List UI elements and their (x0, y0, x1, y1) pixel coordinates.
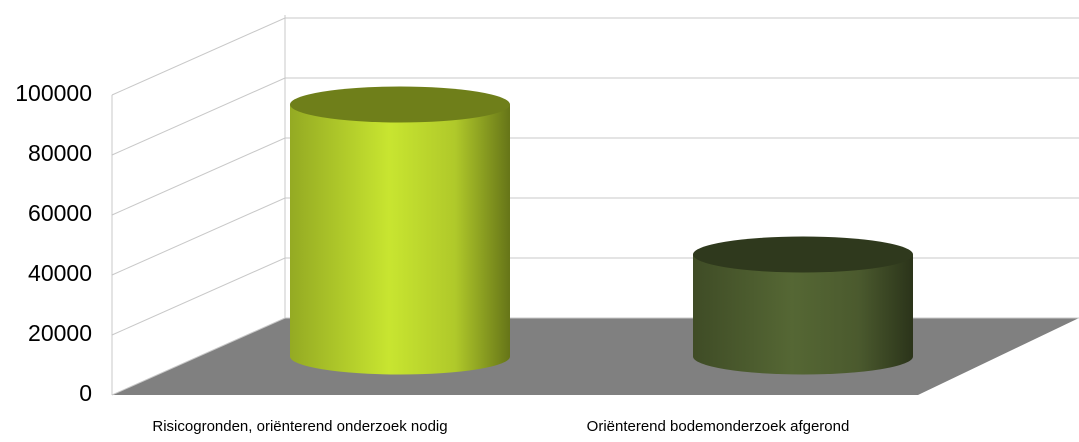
y-tick-label: 100000 (15, 80, 92, 106)
cylinder (290, 104, 510, 375)
grid-line (111, 197, 1079, 276)
cylinder-top (693, 236, 913, 273)
y-tick-label: 0 (79, 380, 92, 406)
cylinder-top (290, 86, 510, 123)
y-tick-label: 60000 (28, 200, 92, 226)
cylinder (693, 254, 913, 375)
y-tick-label: 80000 (28, 140, 92, 166)
x-tick-label: Oriënterend bodemonderzoek afgerond (587, 418, 850, 435)
grid-line (111, 17, 1079, 96)
grid-line (111, 77, 1079, 156)
x-tick-label: Risicogronden, oriënterend onderzoek nod… (152, 418, 447, 435)
grid-line (111, 137, 1079, 216)
floor (112, 318, 1079, 395)
y-tick-label: 20000 (28, 320, 92, 346)
y-tick-label: 40000 (28, 260, 92, 286)
